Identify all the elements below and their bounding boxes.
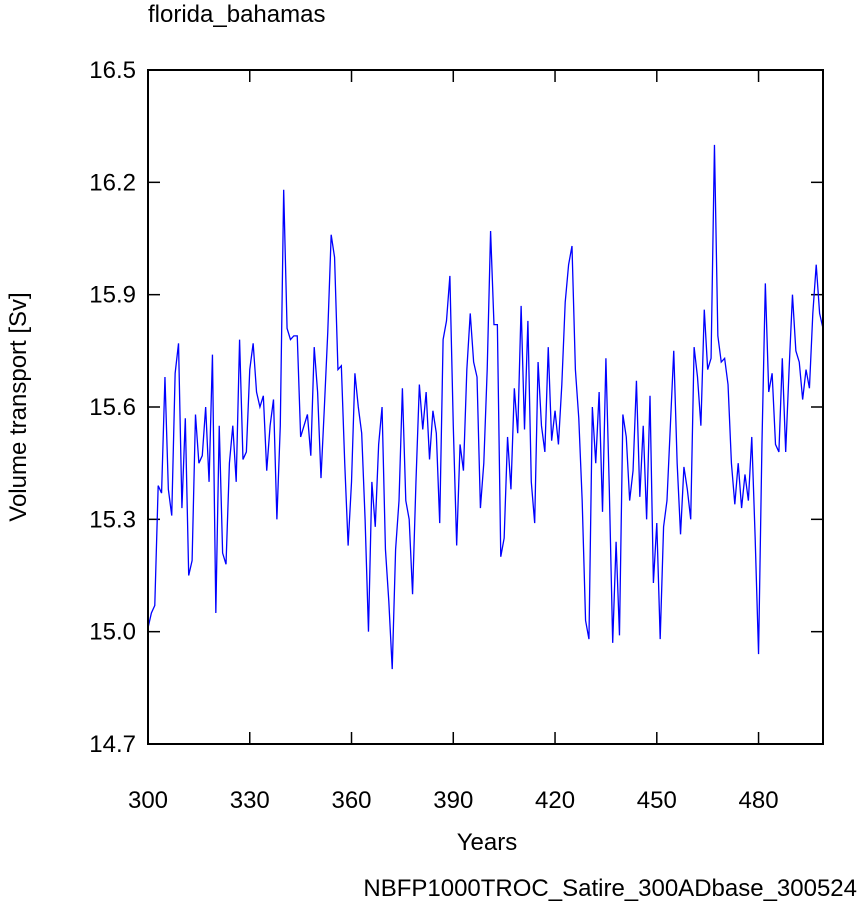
y-tick-label: 16.5 (89, 57, 136, 84)
y-tick-label: 15.3 (89, 506, 136, 533)
footnote: NBFP1000TROC_Satire_300ADbase_300524 (363, 875, 857, 902)
y-tick-label: 15.9 (89, 282, 136, 309)
x-tick-label: 420 (535, 787, 575, 814)
y-tick-label: 16.2 (89, 169, 136, 196)
data-line (147, 144, 824, 670)
x-tick-label: 330 (230, 787, 270, 814)
y-axis-label: Volume transport [Sv] (5, 292, 32, 521)
x-tick-label: 390 (433, 787, 473, 814)
x-tick-label: 300 (128, 787, 168, 814)
x-tick-label: 360 (331, 787, 371, 814)
x-tick-label: 450 (637, 787, 677, 814)
y-tick-label: 15.6 (89, 394, 136, 421)
x-axis-label: Years (457, 829, 518, 856)
x-tick-label: 480 (739, 787, 779, 814)
y-tick-label: 14.7 (89, 731, 136, 758)
y-tick-label: 15.0 (89, 619, 136, 646)
chart-title: florida_bahamas (148, 1, 325, 28)
plot-frame (147, 69, 824, 745)
